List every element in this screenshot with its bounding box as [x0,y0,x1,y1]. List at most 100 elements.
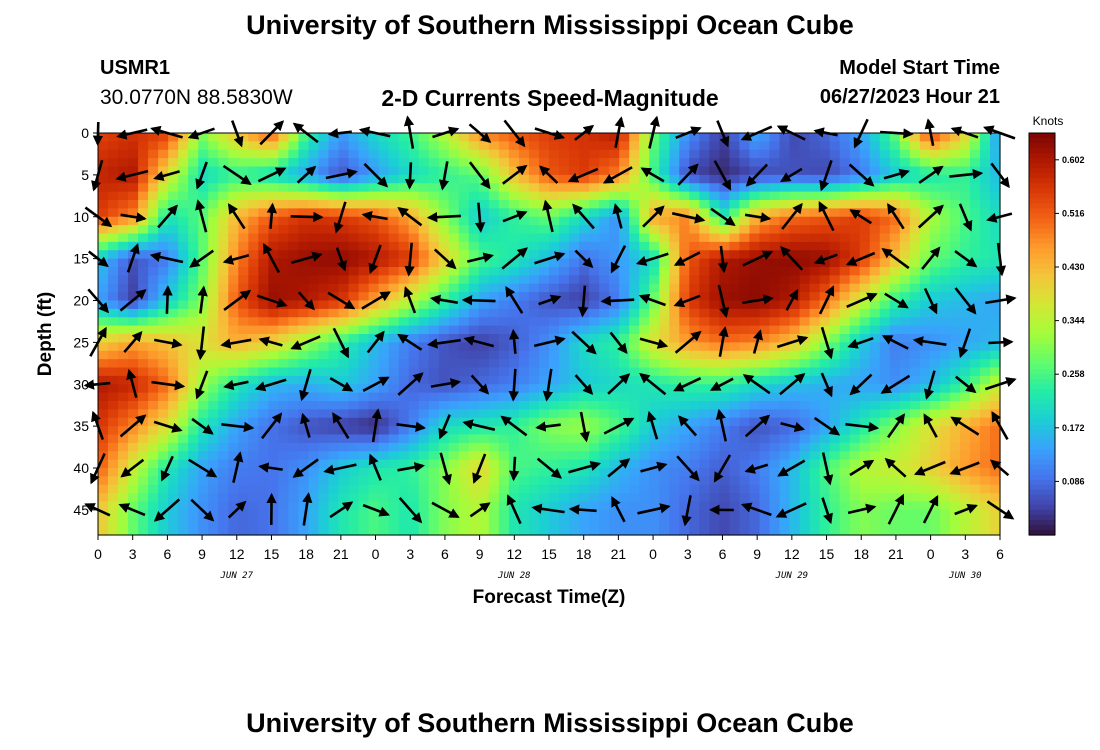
heatmap-cell [839,484,851,494]
current-arrow [923,413,938,438]
heatmap-cell [198,233,209,243]
heatmap-cell [478,426,490,436]
heatmap-cell [729,384,741,394]
heatmap-cell [939,484,951,494]
heatmap-cell [569,493,580,503]
heatmap-cell [729,409,741,419]
heatmap-cell [679,292,690,302]
heatmap-cell [418,292,430,302]
heatmap-cell [418,158,430,168]
heatmap-cell [749,183,761,193]
heatmap-cell [398,409,410,419]
heatmap-cell [158,233,169,243]
heatmap-cell [819,216,831,226]
heatmap-cell [478,493,490,503]
heatmap-cell [228,191,239,201]
heatmap-cell [829,200,841,209]
heatmap-cell [949,350,961,360]
heatmap-cell [358,149,370,159]
heatmap-cell [849,300,861,310]
heatmap-cell [158,133,169,142]
heatmap-cell [579,166,590,176]
heatmap-cell [288,459,300,469]
heatmap-cell [428,225,440,235]
heatmap-cell [859,241,871,251]
heatmap-cell [378,233,390,243]
heatmap-cell [939,241,951,251]
heatmap-cell [959,158,971,168]
heatmap-cell [749,283,761,293]
heatmap-cell [729,417,741,427]
heatmap-cell [869,468,881,477]
heatmap-cell [438,442,450,452]
colorbar-swatch [1029,153,1055,159]
heatmap-cell [759,225,771,235]
heatmap-cell [138,476,149,486]
heatmap-cell [248,468,259,477]
heatmap-cell [579,216,590,226]
heatmap-cell [218,367,229,377]
heatmap-cell [639,141,650,151]
heatmap-cell [408,468,420,477]
heatmap-cell [799,241,811,251]
heatmap-cell [559,200,570,209]
current-arrow [640,167,665,183]
heatmap-cell [829,509,841,519]
heatmap-cell [238,409,249,419]
heatmap-cell [669,158,680,168]
heatmap-cell [388,149,400,159]
colorbar-swatch [1029,439,1055,446]
heatmap-cell [639,476,650,486]
heatmap-cell [438,409,450,419]
heatmap-cell [108,141,119,151]
current-arrow [717,245,729,274]
heatmap-cell [909,459,921,469]
heatmap-cell [919,141,931,151]
heatmap-cell [559,401,570,410]
heatmap-cell [148,183,159,193]
heatmap-cell [108,350,119,360]
heatmap-cell [478,468,490,477]
heatmap-cell [989,426,1001,436]
colorbar-swatch [1029,138,1055,144]
colorbar-swatch [1029,193,1055,199]
current-arrow [368,453,382,481]
heatmap-cell [929,174,941,184]
heatmap-cell [348,409,360,419]
heatmap-cell [789,308,801,318]
heatmap-cell [699,158,710,168]
date-label: JUN 28 [497,571,531,581]
heatmap-cell [879,401,891,410]
heatmap-cell [518,384,530,394]
colorbar-swatch [1029,384,1055,390]
heatmap-cell [458,308,470,318]
heatmap-cell [148,526,159,536]
heatmap-cell [609,401,620,410]
colorbar-swatch [1029,283,1055,290]
heatmap-cell [358,375,370,385]
heatmap-cell [158,417,169,427]
current-arrow [297,291,315,311]
heatmap-cell [579,401,590,410]
y-tick-label: 0 [81,125,89,141]
heatmap-cell [158,342,169,352]
heatmap-cell [428,509,440,519]
heatmap-cell [609,191,620,201]
heatmap-cell [789,275,801,285]
heatmap-cell [108,133,119,142]
heatmap-cell [518,509,530,519]
heatmap-cell [468,367,480,377]
heatmap-cell [288,233,300,243]
heatmap-cell [148,476,159,486]
heatmap-cell [238,484,249,494]
heatmap-cell [819,392,831,402]
heatmap-cell [538,442,550,452]
heatmap-cell [809,250,821,260]
heatmap-cell [969,417,981,427]
heatmap-cell [919,434,931,444]
heatmap-cell [629,442,640,452]
heatmap-cell [939,367,951,377]
heatmap-cell [268,200,279,209]
heatmap-cell [318,417,330,427]
heatmap-cell [709,166,720,176]
